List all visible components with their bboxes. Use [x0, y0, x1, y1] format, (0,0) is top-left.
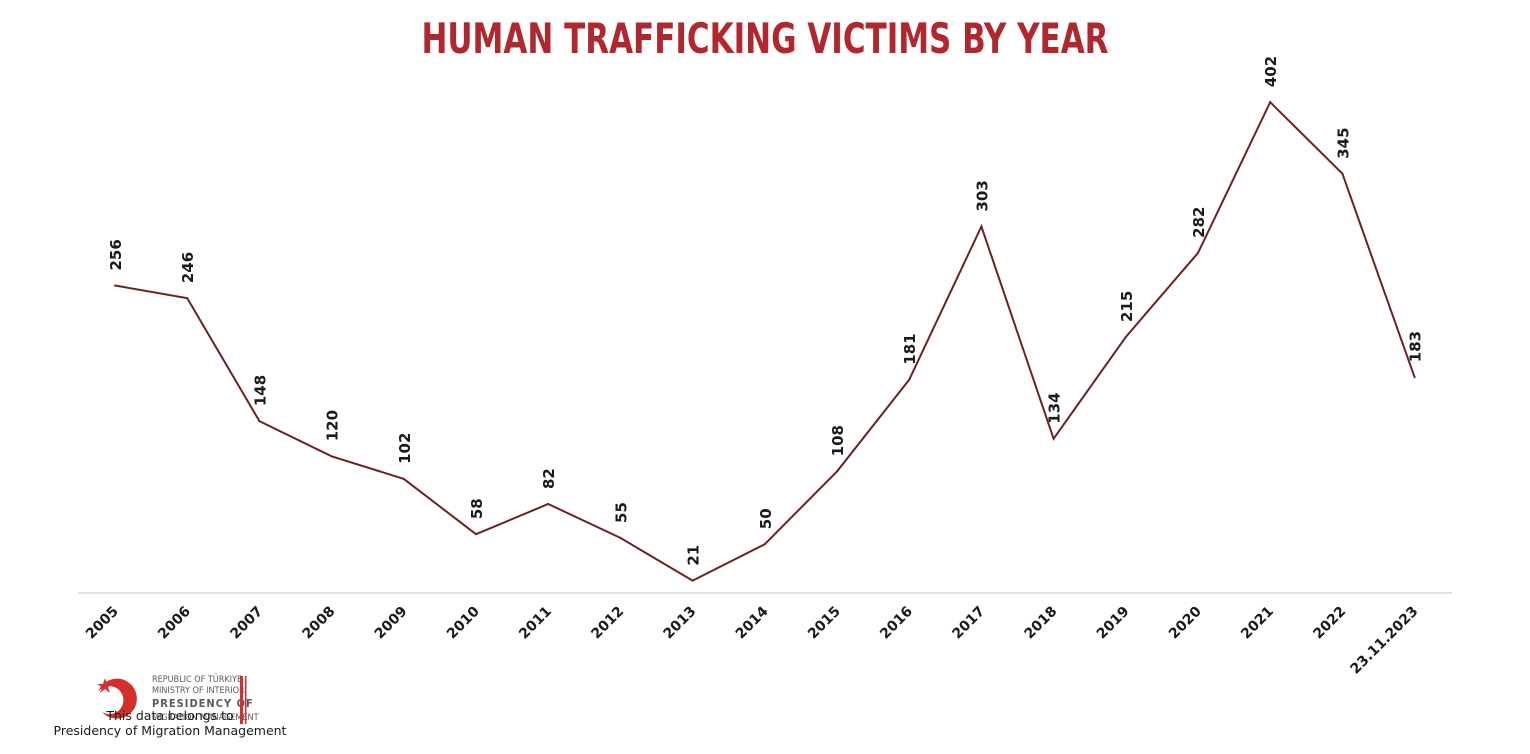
data-label: 402 — [1262, 56, 1280, 87]
data-point — [980, 225, 983, 228]
data-label: 58 — [468, 498, 486, 519]
data-label: 303 — [973, 180, 991, 211]
x-tick-label: 2010 — [444, 603, 483, 642]
data-point — [836, 470, 838, 473]
logo-line-4: MIGRATION MANAGEMENT — [152, 713, 259, 723]
x-tick-label: 2022 — [1310, 604, 1349, 643]
data-point — [1124, 336, 1127, 339]
data-point — [1341, 172, 1344, 175]
x-tick-label: 2021 — [1238, 604, 1277, 643]
x-tick-label: 2007 — [227, 604, 266, 643]
data-point — [547, 503, 550, 506]
data-point — [402, 477, 405, 480]
data-label: 181 — [901, 333, 919, 364]
value-labels: 256 246 148 120 102 58 82 55 21 50 108 181 303 134 215… — [107, 56, 1425, 566]
x-tick-label: 2011 — [516, 604, 555, 643]
data-label: 282 — [1190, 207, 1208, 238]
data-point — [186, 297, 189, 300]
data-point — [1052, 437, 1055, 440]
data-label: 148 — [251, 375, 269, 406]
credit-line-2: Presidency of Migration Management — [53, 723, 287, 738]
data-point — [908, 378, 911, 381]
data-label: 134 — [1046, 392, 1064, 423]
x-tick-label: 2018 — [1022, 604, 1061, 643]
data-label: 120 — [324, 410, 342, 441]
data-label: 256 — [107, 239, 125, 270]
x-tick-label: 2016 — [877, 604, 916, 643]
data-label: 215 — [1118, 291, 1136, 322]
x-tick-label: 23.11.2023 — [1347, 604, 1421, 678]
data-label: 345 — [1334, 127, 1352, 158]
chart-title: HUMAN TRAFFICKING VICTIMS BY YEAR — [421, 14, 1109, 63]
x-tick-label: 2009 — [372, 604, 411, 643]
x-tick-label: 2012 — [588, 604, 627, 643]
x-tick-label: 2008 — [300, 604, 339, 643]
data-label: 21 — [685, 545, 703, 566]
data-point — [691, 579, 694, 582]
logo-line-1: REPUBLIC OF TÜRKIYE — [152, 674, 242, 685]
logo-bar — [245, 676, 247, 724]
presidency-logo: REPUBLIC OF TÜRKIYE MINISTRY OF INTERIOR… — [97, 674, 259, 724]
data-point — [619, 536, 622, 539]
data-label: 55 — [612, 502, 630, 523]
x-tick-label: 2006 — [155, 604, 194, 643]
data-label: 246 — [179, 252, 197, 283]
data-label: 102 — [396, 433, 414, 464]
data-point — [114, 284, 116, 287]
crescent-star-icon — [97, 678, 137, 719]
credit-line-1: This data belongs to — [106, 708, 234, 723]
data-point — [258, 420, 261, 423]
data-point — [1269, 101, 1272, 104]
data-label: 82 — [540, 468, 558, 489]
x-tick-label: 2020 — [1166, 603, 1205, 642]
x-tick-label: 2019 — [1094, 604, 1133, 643]
logo-bar — [240, 676, 243, 724]
data-point — [1197, 251, 1199, 254]
data-label: 50 — [757, 508, 775, 529]
x-tick-label: 2013 — [661, 604, 700, 643]
data-point — [763, 543, 766, 546]
data-point — [330, 455, 333, 458]
data-label: 108 — [829, 425, 847, 456]
logo-line-2: MINISTRY OF INTERIOR — [152, 686, 245, 696]
x-tick-label: 2005 — [83, 604, 122, 643]
logo-line-3: PRESIDENCY OF — [152, 697, 254, 710]
x-tick-label: 2017 — [949, 604, 988, 643]
x-tick-label: 2015 — [805, 604, 844, 643]
data-label: 183 — [1407, 331, 1425, 362]
x-tick-label: 2014 — [733, 603, 772, 642]
data-point — [475, 533, 477, 536]
data-credit: This data belongs to Presidency of Migra… — [50, 708, 290, 738]
data-point — [1413, 376, 1416, 379]
